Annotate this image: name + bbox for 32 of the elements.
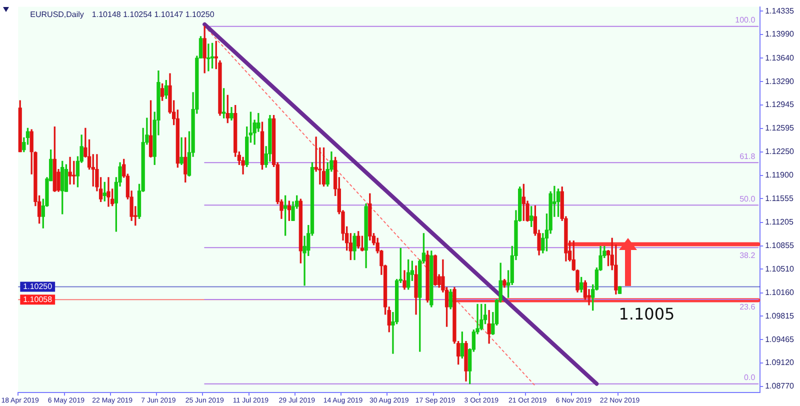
series-label: 61.8 bbox=[740, 152, 756, 161]
chart-subtitle: 1.10148 1.10254 1.10147 1.10250 bbox=[92, 10, 215, 20]
y-tick-label: 1.09815 bbox=[765, 311, 795, 320]
y-tick-label: 1.10510 bbox=[765, 264, 795, 274]
y-tick-label: 1.14335 bbox=[765, 6, 795, 16]
series-label: 50.0 bbox=[740, 194, 756, 204]
candlestick bbox=[106, 177, 110, 207]
y-tick-label: 1.11900 bbox=[765, 170, 794, 180]
y-tick-label: 1.13640 bbox=[765, 53, 795, 62]
series-label: 23.6 bbox=[740, 302, 756, 312]
candlestick bbox=[206, 44, 210, 72]
y-tick-label: 1.12945 bbox=[765, 100, 795, 110]
y-tick-label: 1.08770 bbox=[765, 382, 795, 391]
y-tick-label: 1.10160 bbox=[765, 288, 795, 297]
y-tick-label: 1.12595 bbox=[765, 124, 795, 133]
ref-line-label: 1.10250 bbox=[23, 282, 53, 291]
y-tick-label: 1.11205 bbox=[765, 218, 794, 226]
series-label: 100.0 bbox=[735, 16, 756, 25]
y-tick-label: 1.11555 bbox=[765, 194, 794, 203]
chart-title: EURUSD,Daily bbox=[30, 10, 84, 20]
candlestick bbox=[180, 137, 184, 165]
annotation: 1.1005 bbox=[618, 304, 675, 324]
candlestick bbox=[68, 156, 72, 185]
y-tick-label: 1.13990 bbox=[765, 30, 795, 39]
y-tick-label: 1.10855 bbox=[765, 241, 795, 250]
y-tick-label: 1.09120 bbox=[765, 358, 795, 368]
y-tick-label: 1.09465 bbox=[765, 334, 795, 344]
series-label: 0.0 bbox=[744, 373, 756, 382]
y-tick-label: 1.12250 bbox=[765, 147, 795, 156]
ref-line-label: 1.10058 bbox=[23, 294, 53, 304]
series-label: 38.2 bbox=[740, 250, 756, 260]
y-tick-label: 1.13290 bbox=[765, 76, 795, 86]
